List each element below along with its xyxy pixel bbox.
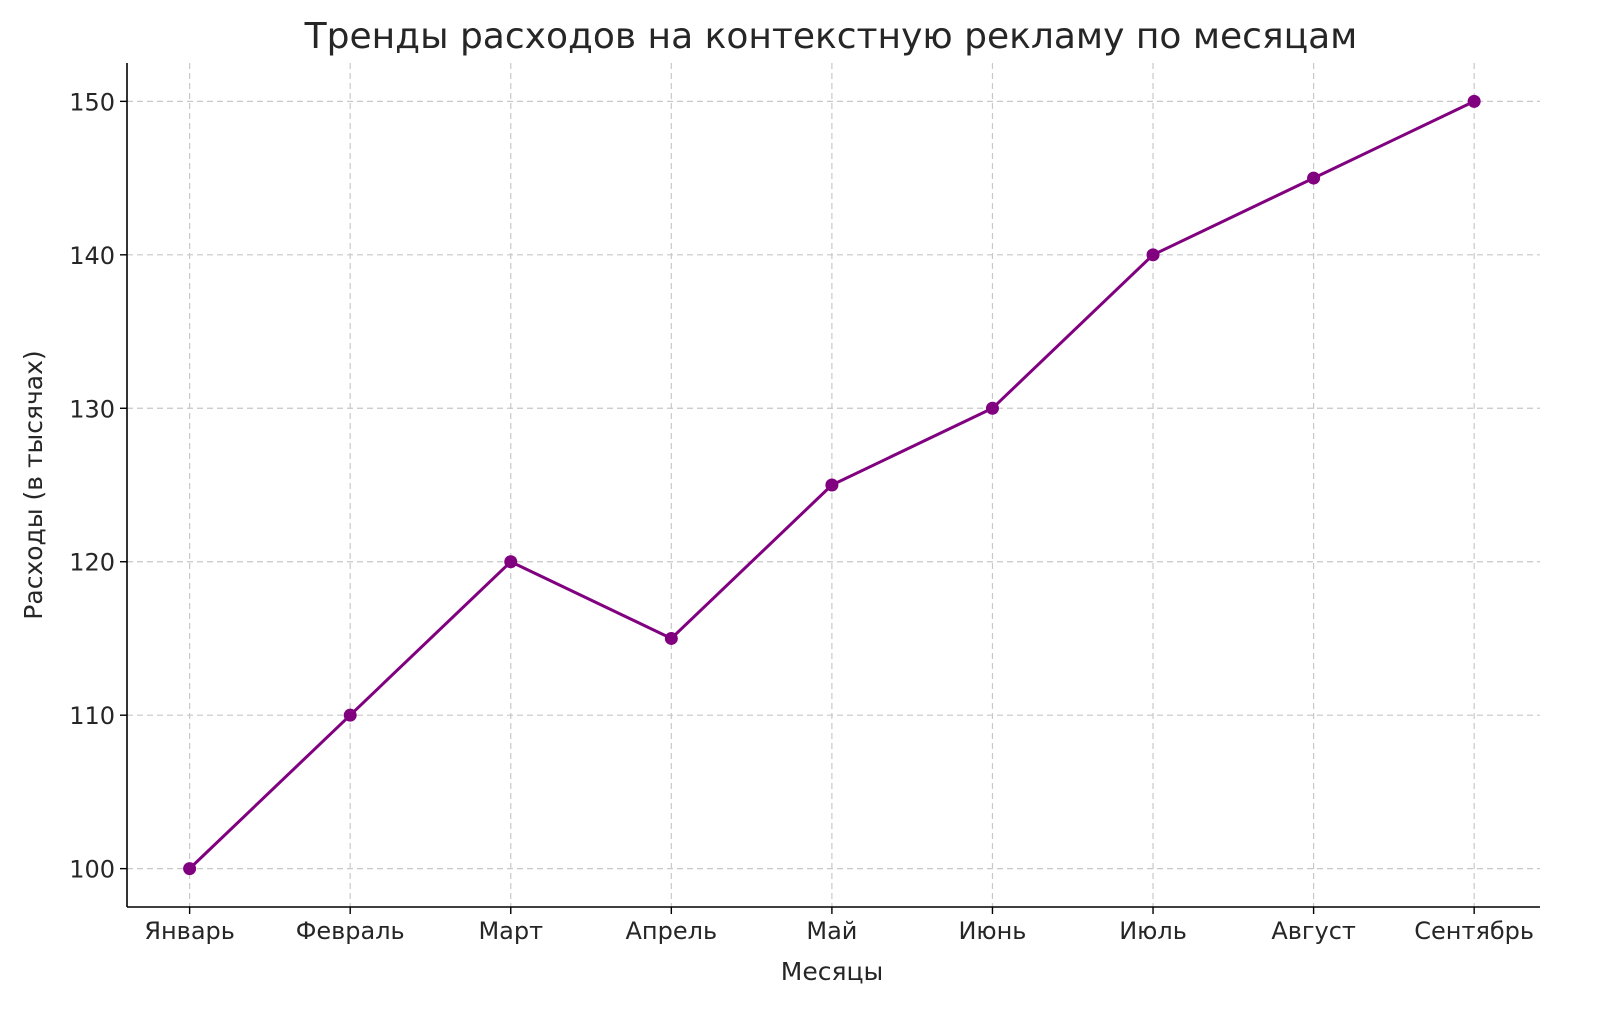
chart-title: Тренды расходов на контекстную рекламу п… [304, 16, 1358, 57]
data-point [1307, 171, 1321, 185]
x-tick-label: Март [478, 917, 543, 945]
data-point [504, 555, 518, 569]
x-tick-label: Апрель [626, 917, 718, 945]
y-tick-label: 150 [69, 88, 115, 116]
x-axis-label: Месяцы [781, 957, 884, 986]
y-tick-label: 110 [69, 702, 115, 730]
data-point [985, 401, 999, 415]
data-point [343, 708, 357, 722]
data-point [825, 478, 839, 492]
x-tick-label: Август [1271, 917, 1356, 945]
x-ticks: Январь Февраль Март Апрель Май Июнь Июль Август… [144, 907, 1534, 945]
x-tick-label: Май [806, 917, 857, 945]
x-tick-label: Сентябрь [1414, 917, 1534, 945]
y-tick-label: 120 [69, 549, 115, 577]
series [183, 94, 1481, 876]
data-point [664, 631, 678, 645]
y-tick-label: 140 [69, 242, 115, 270]
x-tick-label: Июль [1119, 917, 1187, 945]
y-ticks: 100 110 120 130 140 150 [69, 88, 127, 884]
y-axis-label: Расходы (в тысячах) [19, 350, 48, 619]
data-point [1146, 248, 1160, 262]
x-tick-label: Январь [144, 917, 235, 945]
data-point [1467, 94, 1481, 108]
x-tick-label: Февраль [296, 917, 405, 945]
y-tick-label: 100 [69, 856, 115, 884]
y-tick-label: 130 [69, 395, 115, 423]
x-tick-label: Июнь [958, 917, 1026, 945]
data-point [183, 862, 197, 876]
